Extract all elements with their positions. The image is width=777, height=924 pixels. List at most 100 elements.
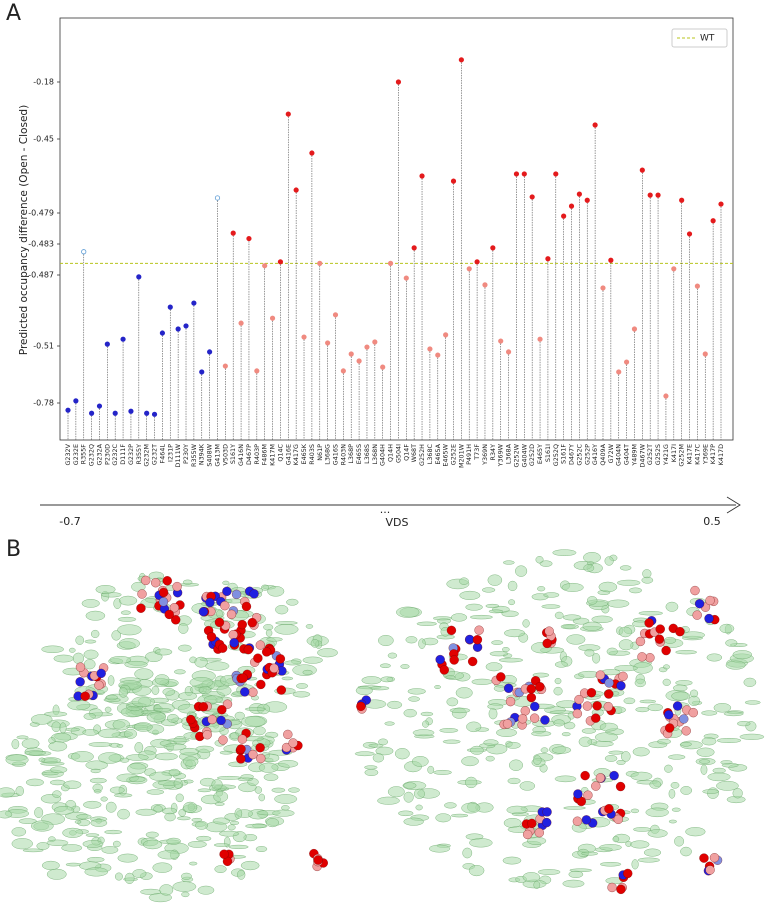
x-tick-label: Y421G [662, 444, 670, 466]
protein-ribbon [112, 840, 121, 848]
protein-ribbon [258, 793, 265, 802]
x-tick-label: G404N [615, 444, 623, 466]
residue-sphere [582, 701, 593, 711]
protein-ribbon [671, 807, 681, 812]
residue-sphere [672, 701, 683, 711]
protein-ribbon [24, 750, 46, 756]
protein-ribbon [696, 747, 715, 757]
protein-ribbon [378, 738, 388, 746]
protein-ribbon [553, 719, 565, 727]
protein-ribbon [355, 686, 373, 696]
residue-sphere [709, 853, 720, 863]
residue-sphere [216, 715, 226, 726]
protein-ribbon [62, 827, 84, 838]
point [340, 368, 346, 374]
protein-ribbon [632, 747, 650, 757]
protein-ribbon [581, 728, 596, 734]
protein-ribbon [82, 729, 99, 736]
protein-ribbon [117, 616, 137, 622]
protein-ribbon [680, 741, 692, 747]
x-tick-label: G416S [331, 444, 339, 465]
protein-ribbon [145, 831, 159, 838]
protein-ribbon [526, 836, 547, 845]
protein-ribbon [719, 623, 735, 634]
protein-ribbon [665, 601, 679, 612]
protein-ribbon [42, 771, 59, 776]
protein-ribbon [11, 838, 33, 850]
protein-ribbon [11, 739, 20, 750]
protein-ribbon [496, 728, 517, 737]
x-tick-label: G416N [237, 444, 245, 466]
protein-ribbon [218, 830, 240, 837]
protein-ribbon [522, 619, 530, 628]
residue-sphere [158, 597, 169, 607]
protein-ribbon [214, 802, 225, 806]
protein-ribbon [21, 738, 40, 749]
x-tick-label: F486M [261, 444, 269, 465]
protein-ribbon [535, 556, 544, 564]
point [277, 259, 284, 265]
protein-ribbon [253, 726, 266, 736]
residue-sphere [222, 699, 233, 709]
protein-ribbon [466, 721, 482, 733]
protein-ribbon [267, 586, 285, 597]
protein-ribbon [255, 846, 268, 852]
protein-ribbon [427, 765, 435, 774]
residue-sphere [236, 744, 246, 754]
protein-ribbon [240, 774, 254, 780]
protein-ribbon [68, 647, 76, 653]
residue-sphere [517, 714, 528, 724]
residue-sphere [240, 687, 250, 697]
protein-ribbon [178, 692, 198, 701]
protein-ribbon [604, 556, 614, 566]
protein-ribbon [154, 648, 173, 656]
protein-ribbon [175, 793, 184, 803]
protein-ribbon [569, 868, 592, 873]
residue-sphere [496, 672, 506, 682]
protein-ribbon [369, 686, 390, 691]
protein-ribbon [203, 695, 223, 704]
protein-ribbon [89, 777, 107, 784]
protein-ribbon [637, 857, 660, 863]
point [293, 187, 299, 193]
protein-ribbon [114, 872, 123, 881]
residue-sphere [243, 644, 253, 655]
protein-ribbon [470, 745, 484, 755]
residue-sphere [542, 817, 552, 828]
point [230, 230, 236, 236]
residue-sphere [269, 663, 279, 673]
point [647, 192, 653, 198]
protein-ribbon [178, 623, 189, 634]
protein-ribbon [487, 574, 503, 586]
point [238, 320, 244, 326]
protein-ribbon [228, 844, 249, 849]
protein-ribbon [364, 769, 379, 776]
protein-ribbon [227, 824, 236, 831]
x-tick-label: E465S [355, 444, 363, 464]
x-tick-label: E465W [442, 443, 450, 466]
protein-ribbon [183, 801, 198, 813]
protein-ribbon [272, 809, 295, 817]
residue-sphere [222, 586, 232, 596]
protein-ribbon [196, 835, 212, 842]
x-tick-label: K417M [269, 444, 277, 466]
residue-sphere [464, 634, 475, 645]
residue-sphere [637, 652, 647, 662]
protein-ribbon [699, 759, 711, 764]
protein-ribbon [416, 621, 437, 626]
residue-sphere [694, 599, 705, 609]
x-tick-label: M201W [457, 443, 465, 468]
x-tick-label: R355W [190, 443, 198, 467]
protein-ribbon [537, 869, 561, 875]
protein-ribbon [157, 850, 180, 860]
protein-ribbon [5, 754, 29, 766]
protein-ribbon [614, 665, 638, 672]
protein-ribbon [470, 615, 493, 620]
point [89, 410, 95, 416]
protein-ribbon [197, 885, 215, 895]
protein-ribbon [442, 739, 461, 744]
vds-start: -0.7 [59, 515, 80, 528]
x-tick-label: G413M [213, 444, 221, 467]
x-tick-label: R355Y [135, 444, 143, 465]
vds-arrowhead [726, 496, 741, 514]
